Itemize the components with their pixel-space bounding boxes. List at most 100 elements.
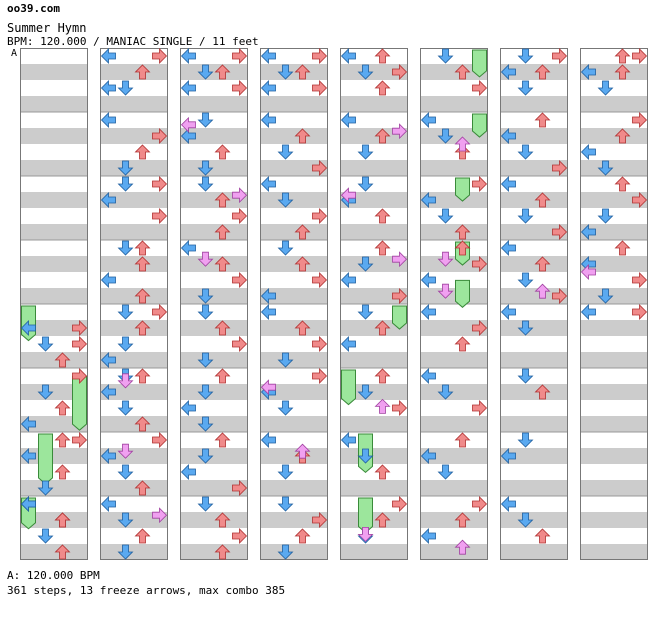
beat-stripe bbox=[180, 400, 248, 416]
beat-stripe bbox=[20, 80, 88, 96]
beat-stripe bbox=[420, 544, 488, 560]
beat-stripe bbox=[260, 48, 328, 64]
beat-stripe bbox=[340, 496, 408, 512]
step-arrow bbox=[500, 176, 516, 192]
beat-stripe bbox=[100, 160, 168, 176]
beat-stripe bbox=[260, 480, 328, 496]
beat-stripe bbox=[340, 384, 408, 400]
step-arrow bbox=[517, 368, 534, 384]
beat-stripe bbox=[180, 432, 248, 448]
beat-stripe bbox=[420, 128, 488, 144]
beat-stripe bbox=[580, 384, 648, 400]
beat-stripe bbox=[500, 368, 568, 384]
step-arrow bbox=[552, 224, 568, 240]
beat-stripe bbox=[100, 144, 168, 160]
beat-stripe bbox=[20, 176, 88, 192]
beat-stripe bbox=[20, 240, 88, 256]
beat-stripe bbox=[500, 224, 568, 240]
step-arrow bbox=[277, 544, 294, 560]
step-arrow bbox=[437, 128, 454, 144]
step-arrow bbox=[100, 384, 116, 400]
step-arrow bbox=[374, 368, 391, 384]
beat-stripe bbox=[500, 416, 568, 432]
beat-stripe bbox=[100, 272, 168, 288]
step-arrow bbox=[134, 320, 151, 336]
shock-arrow bbox=[232, 187, 248, 204]
beat-stripe bbox=[340, 144, 408, 160]
step-arrow bbox=[340, 112, 356, 128]
beat-stripe bbox=[100, 112, 168, 128]
step-arrow bbox=[454, 432, 471, 448]
shock-arrow bbox=[534, 283, 551, 299]
beat-stripe bbox=[500, 320, 568, 336]
beat-stripe bbox=[180, 208, 248, 224]
step-arrow bbox=[214, 64, 231, 80]
beat-stripe bbox=[180, 64, 248, 80]
beat-stripe bbox=[20, 112, 88, 128]
step-arrow bbox=[294, 64, 311, 80]
step-arrow bbox=[54, 352, 71, 368]
step-arrow bbox=[517, 144, 534, 160]
beat-stripe bbox=[180, 288, 248, 304]
beat-stripe bbox=[580, 176, 648, 192]
step-arrow bbox=[517, 80, 534, 96]
beat-stripe bbox=[580, 144, 648, 160]
step-arrow bbox=[100, 352, 116, 368]
beat-stripe bbox=[100, 448, 168, 464]
beat-stripe bbox=[260, 384, 328, 400]
beat-stripe bbox=[100, 304, 168, 320]
site-name[interactable]: oo39.com bbox=[7, 2, 60, 15]
step-arrow bbox=[214, 192, 231, 208]
step-arrow bbox=[152, 176, 168, 192]
beat-stripe bbox=[100, 544, 168, 560]
step-arrow bbox=[260, 112, 276, 128]
beat-stripe bbox=[420, 112, 488, 128]
beat-stripe bbox=[340, 192, 408, 208]
step-arrow bbox=[134, 64, 151, 80]
step-arrow bbox=[152, 48, 168, 64]
beat-stripe bbox=[500, 272, 568, 288]
beat-stripe bbox=[20, 432, 88, 448]
beat-stripe bbox=[100, 192, 168, 208]
beat-stripe bbox=[20, 128, 88, 144]
beat-stripe bbox=[260, 224, 328, 240]
shock-arrow bbox=[117, 443, 134, 459]
freeze-arrow bbox=[472, 49, 487, 78]
step-arrow bbox=[374, 320, 391, 336]
step-arrow bbox=[232, 336, 248, 352]
freeze-arrow bbox=[455, 279, 470, 308]
step-arrow bbox=[597, 208, 614, 224]
beat-stripe bbox=[420, 320, 488, 336]
step-arrow bbox=[294, 256, 311, 272]
step-arrow bbox=[580, 304, 596, 320]
beat-stripe bbox=[580, 448, 648, 464]
beat-stripe bbox=[500, 288, 568, 304]
beat-stripe bbox=[180, 240, 248, 256]
beat-stripe bbox=[100, 496, 168, 512]
beat-stripe bbox=[20, 336, 88, 352]
step-arrow bbox=[534, 112, 551, 128]
step-arrow bbox=[437, 464, 454, 480]
song-title: Summer Hymn bbox=[7, 21, 87, 35]
step-arrow bbox=[37, 384, 54, 400]
beat-stripe bbox=[420, 144, 488, 160]
beat-stripe bbox=[260, 528, 328, 544]
beat-stripe bbox=[500, 496, 568, 512]
beat-stripe bbox=[100, 288, 168, 304]
column-border bbox=[260, 48, 328, 560]
shock-arrow bbox=[454, 136, 471, 152]
beat-stripe bbox=[100, 400, 168, 416]
beat-stripe bbox=[100, 224, 168, 240]
step-arrow bbox=[500, 240, 516, 256]
step-arrow bbox=[374, 48, 391, 64]
freeze-arrow bbox=[72, 375, 87, 431]
step-arrow bbox=[277, 464, 294, 480]
shock-arrow bbox=[117, 373, 134, 389]
step-arrow bbox=[54, 464, 71, 480]
step-arrow bbox=[472, 256, 488, 272]
step-arrow bbox=[357, 176, 374, 192]
step-arrow bbox=[214, 256, 231, 272]
beat-stripe bbox=[260, 544, 328, 560]
step-arrow bbox=[260, 48, 276, 64]
beat-stripe bbox=[580, 336, 648, 352]
